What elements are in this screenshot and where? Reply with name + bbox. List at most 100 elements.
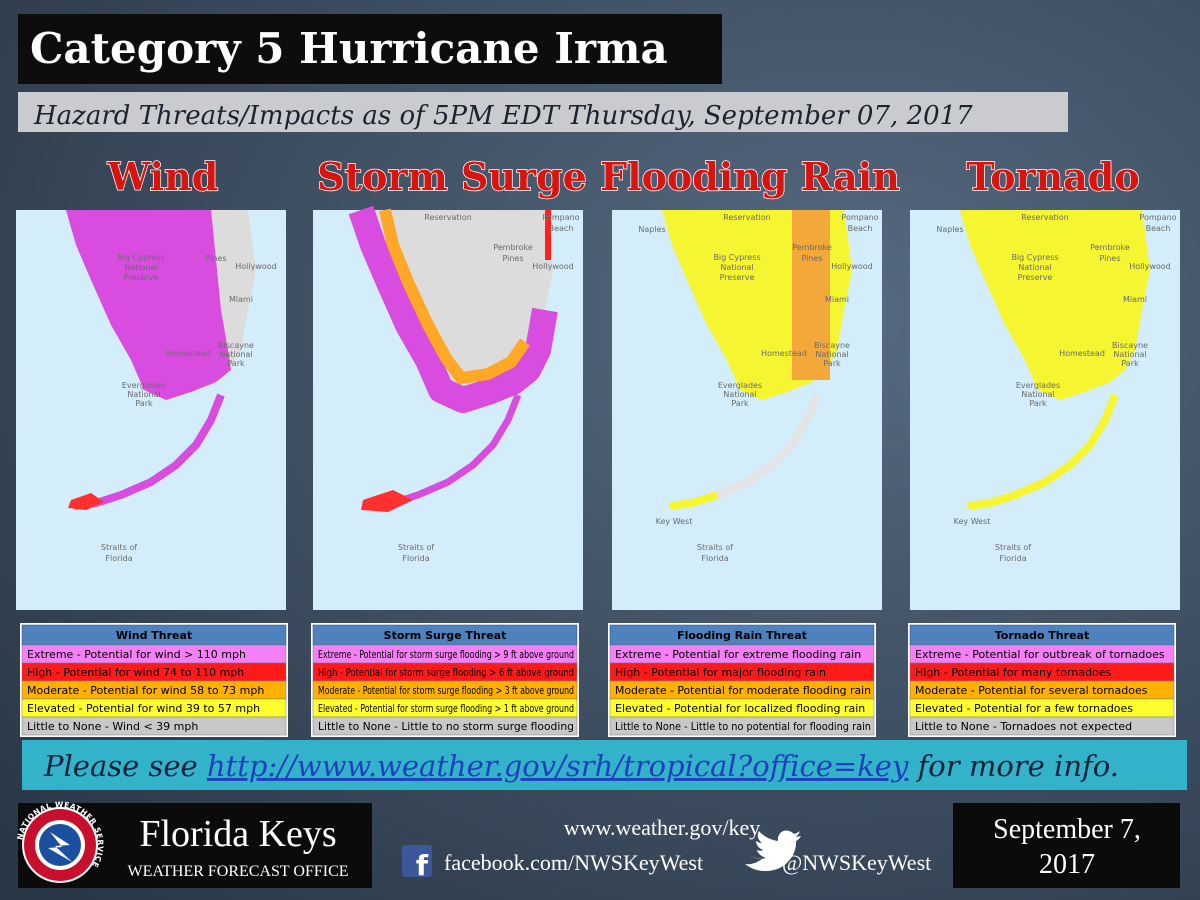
panel-heading: Tornado [966, 154, 1139, 199]
facebook-handle: facebook.com/NWSKeyWest [444, 850, 703, 875]
office-subtitle: WEATHER FORECAST OFFICE [127, 863, 348, 880]
logo-bolt [48, 832, 72, 862]
legend: Flooding Rain Threat Extreme - Potential … [608, 623, 876, 737]
map-label: Preserve [124, 273, 159, 282]
banner-link[interactable]: http://www.weather.gov/srh/tropical?offi… [207, 749, 909, 783]
subtitle: Hazard Threats/Impacts as of 5PM EDT Thu… [33, 101, 973, 131]
banner-text: Please see http://www.weather.gov/srh/tr… [43, 749, 1119, 783]
map-label: Miami [229, 295, 253, 304]
map-label: Beach [1146, 224, 1171, 233]
map-label: National [723, 390, 756, 399]
legend-row-label: Elevated - Potential for storm surge flo… [318, 702, 574, 715]
map-label: Naples [936, 225, 963, 234]
tornado-elevated-keys [967, 393, 1119, 510]
map: Naples Reservation Pompano Beach Big Cypress… [910, 210, 1180, 610]
map-label: Naples [638, 225, 665, 234]
map-label: Hollywood [235, 262, 277, 271]
map-label: Miami [825, 295, 849, 304]
legend-row-label: High - Potential for many tornadoes [915, 666, 1112, 679]
website: www.weather.gov/key [564, 815, 761, 840]
legend-row-label: High - Potential for major flooding rain [615, 666, 826, 679]
map-label: Park [227, 359, 245, 368]
legend-row-label: Extreme - Potential for outbreak of torn… [915, 648, 1165, 661]
map-label: National [124, 263, 157, 272]
map-label: National [1018, 263, 1051, 272]
map-label: Hollywood [1129, 262, 1171, 271]
legend-row-label: Moderate - Potential for moderate floodi… [615, 684, 871, 697]
legend-row-label: Moderate - Potential for storm surge flo… [318, 684, 574, 697]
wind-extreme-area [66, 210, 231, 400]
legend-row-label: Elevated - Potential for a few tornadoes [915, 702, 1133, 715]
legend-row-label: Moderate - Potential for several tornado… [915, 684, 1148, 697]
map-label: Biscayne [218, 341, 254, 350]
title-bar [18, 14, 722, 84]
legend-row-label: Little to None - Tornadoes not expected [915, 720, 1132, 733]
map-label: National [720, 263, 753, 272]
subtitle-bar [18, 92, 1068, 132]
map-label: Florida [402, 554, 429, 563]
legend-title: Wind Threat [116, 629, 192, 642]
map-label: Florida [999, 554, 1026, 563]
legend-row-label: Extreme - Potential for wind > 110 mph [27, 648, 246, 661]
twitter-handle: @NWSKeyWest [782, 850, 931, 875]
legend-row [609, 716, 875, 736]
legend-title: Tornado Threat [995, 629, 1089, 642]
map-label: Preserve [720, 273, 755, 282]
map-label: Straits of [697, 543, 733, 552]
map-label: Straits of [995, 543, 1031, 552]
title: Category 5 Hurricane Irma [30, 24, 668, 73]
legend: Storm Surge Threat Extreme - Potential fo… [311, 623, 579, 737]
map-label: Preserve [1018, 273, 1053, 282]
map-label: Park [731, 399, 749, 408]
facebook-glyph: f [416, 849, 429, 882]
map-label: Park [1121, 359, 1139, 368]
legend-row [312, 716, 578, 736]
map-label: Pines [1099, 254, 1120, 263]
map-label: Biscayne [1112, 341, 1148, 350]
legend-row-label: High - Potential for storm surge floodin… [318, 666, 574, 679]
map-label: Beach [848, 224, 873, 233]
map-label: Straits of [398, 543, 434, 552]
legend-row [909, 716, 1175, 736]
flood-elevated-keys [669, 491, 719, 510]
legend-title: Storm Surge Threat [384, 629, 507, 642]
map: Big CypressNationalPreservePinesHollywoo… [16, 210, 286, 610]
map-label: Straits of [101, 543, 137, 552]
flood-moderate-strip [792, 210, 830, 380]
map-label: Everglades [718, 381, 762, 390]
map: Naples Reservation Pompano Beach Big Cypress… [612, 210, 882, 610]
map-label: National [1021, 390, 1054, 399]
map-label: Pembroke [493, 243, 533, 252]
legend-row-label: Elevated - Potential for wind 39 to 57 m… [27, 702, 260, 715]
info-banner [22, 740, 1187, 790]
map-label: Everglades [122, 381, 166, 390]
map-label: Park [1029, 399, 1047, 408]
map-label: Homestead [165, 349, 211, 358]
legend-row [21, 716, 287, 736]
office-name: Florida Keys [139, 813, 336, 855]
map-label: Biscayne [814, 341, 850, 350]
map-label: Hollywood [831, 262, 873, 271]
map-label: Hollywood [532, 262, 574, 271]
land [960, 210, 1150, 400]
legend-row-label: High - Potential for wind 74 to 110 mph [27, 666, 244, 679]
map: Reservation Pompano Beach Pembroke Pines Holl… [313, 205, 583, 610]
map-label: National [219, 350, 252, 359]
map-label: Pompano [1139, 213, 1176, 222]
banner-suffix: for more info. [908, 749, 1119, 783]
legend-row-label: Little to None - Little to no potential … [615, 720, 871, 733]
surge-high-area [361, 490, 413, 512]
map-label: Florida [701, 554, 728, 563]
legend-row-label: Little to None - Wind < 39 mph [27, 720, 198, 733]
facebook-icon [402, 845, 432, 877]
map-label: Pines [502, 254, 523, 263]
map-label: Pompano [841, 213, 878, 222]
map-label: Pines [801, 254, 822, 263]
map-label: Florida [105, 554, 132, 563]
map-label: Big Cypress [713, 253, 760, 262]
map-label: Everglades [1016, 381, 1060, 390]
map-label: National [1113, 350, 1146, 359]
legend-row-label: Little to None - Little to no storm surg… [318, 720, 574, 733]
